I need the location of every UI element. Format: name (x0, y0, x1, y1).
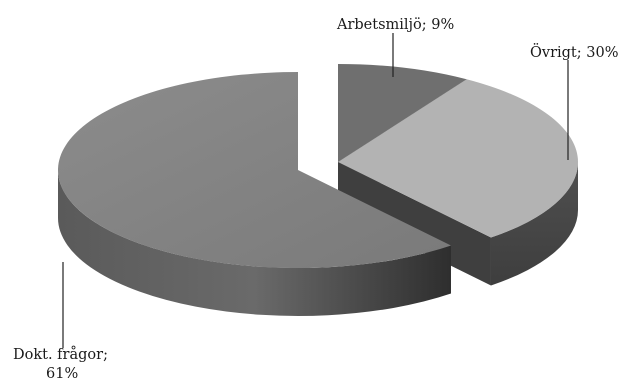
labels-layer: Arbetsmiljö; 9% Övrigt; 30% Dokt. frågor… (13, 17, 618, 379)
label-ovrigt: Övrigt; 30% (530, 43, 618, 61)
label-arbetsmiljo: Arbetsmiljö; 9% (336, 17, 454, 33)
label-dokt-line1: Dokt. frågor; (13, 346, 108, 363)
slice-top (338, 64, 467, 162)
slices-layer (57, 64, 578, 316)
label-dokt-line2: 61% (46, 366, 78, 379)
slice-top (57, 72, 451, 268)
slice-övrigt (338, 79, 578, 286)
slice-side (58, 170, 451, 316)
slice-top (338, 79, 578, 238)
slice-cut-face (338, 162, 491, 286)
slice-side (490, 162, 578, 286)
slice-dokt-frågor (57, 72, 451, 316)
